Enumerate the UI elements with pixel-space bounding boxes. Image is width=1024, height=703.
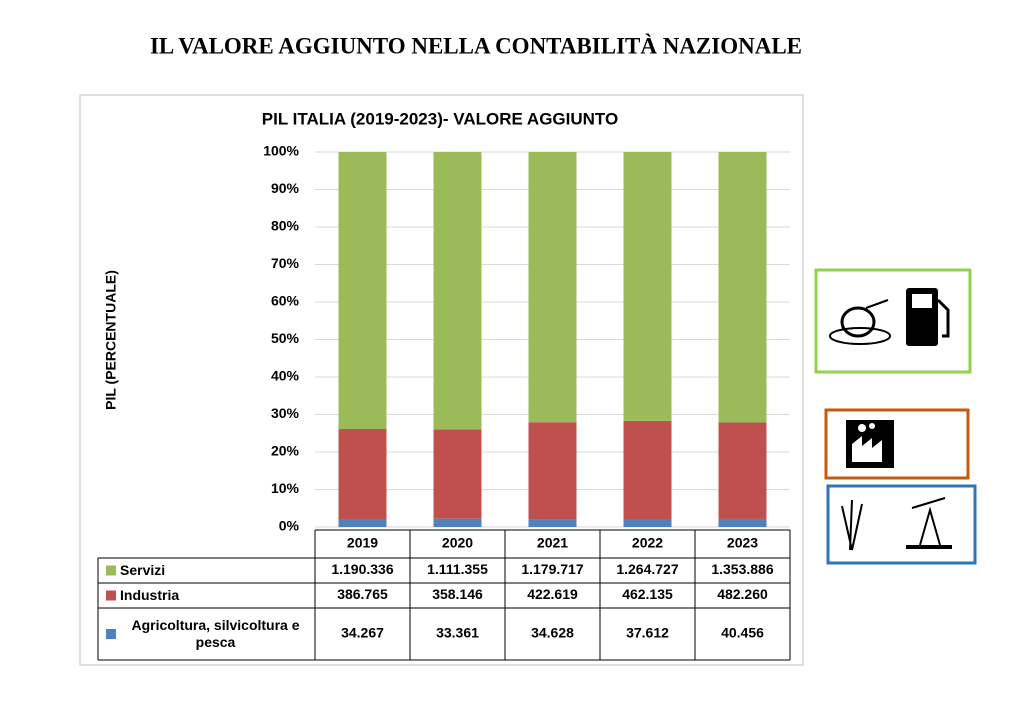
table-value: 40.456 bbox=[721, 625, 764, 641]
bar-segment bbox=[433, 429, 482, 519]
bar-segment bbox=[623, 152, 672, 421]
x-tick-label: 2023 bbox=[727, 535, 758, 551]
bar-segment bbox=[718, 518, 767, 527]
bar-segment bbox=[718, 422, 767, 519]
y-tick-label: 30% bbox=[271, 405, 300, 421]
y-tick-label: 70% bbox=[271, 255, 300, 271]
x-tick-label: 2019 bbox=[347, 535, 378, 551]
y-tick-label: 20% bbox=[271, 443, 300, 459]
y-tick-label: 10% bbox=[271, 480, 300, 496]
icons bbox=[814, 268, 977, 565]
y-tick-label: 60% bbox=[271, 293, 300, 309]
y-tick-label: 80% bbox=[271, 218, 300, 234]
legend-label-box: Industria bbox=[120, 587, 180, 603]
table-value: 1.264.727 bbox=[616, 561, 678, 577]
legend-label: Industria bbox=[120, 587, 180, 603]
bar-segment bbox=[528, 519, 577, 527]
bar-segment bbox=[338, 429, 387, 520]
bar-segment bbox=[528, 422, 577, 520]
bar-segment bbox=[338, 152, 387, 430]
chart-title: PIL ITALIA (2019-2023)- VALORE AGGIUNTO bbox=[262, 109, 618, 128]
table-value: 1.111.355 bbox=[427, 561, 488, 577]
y-tick-label: 0% bbox=[279, 518, 300, 534]
table-value: 386.765 bbox=[337, 586, 388, 602]
table-value: 1.353.886 bbox=[711, 561, 773, 577]
legend-label-box: Agricoltura, silvicoltura e pesca bbox=[131, 617, 300, 650]
bar-segment bbox=[433, 518, 482, 527]
x-tick-label: 2021 bbox=[537, 535, 568, 551]
legend-label: Servizi bbox=[120, 562, 166, 578]
legend-swatch bbox=[106, 565, 116, 576]
legend-swatch bbox=[106, 629, 116, 639]
table-value: 34.267 bbox=[341, 625, 384, 641]
y-tick-label: 40% bbox=[271, 368, 300, 384]
table-value: 37.612 bbox=[626, 625, 669, 641]
y-tick-label: 100% bbox=[263, 143, 299, 159]
y-tick-label: 50% bbox=[271, 330, 300, 346]
legend-swatch bbox=[106, 590, 116, 601]
bar-segment bbox=[528, 152, 577, 423]
bar-segment bbox=[433, 152, 482, 430]
table-value: 33.361 bbox=[436, 625, 479, 641]
page-title: IL VALORE AGGIUNTO NELLA CONTABILITÀ NAZ… bbox=[150, 33, 802, 58]
table-value: 1.190.336 bbox=[331, 561, 393, 577]
legend-label: Agricoltura, silvicoltura e pesca bbox=[131, 617, 300, 650]
table-value: 422.619 bbox=[527, 586, 578, 602]
bar-segment bbox=[718, 152, 767, 423]
y-axis-label: PIL (PERCENTUALE) bbox=[103, 270, 119, 410]
table-value: 358.146 bbox=[432, 586, 483, 602]
table-value: 1.179.717 bbox=[521, 561, 583, 577]
x-tick-label: 2022 bbox=[632, 535, 663, 551]
table-value: 482.260 bbox=[717, 586, 768, 602]
table-value: 462.135 bbox=[622, 586, 673, 602]
table-value: 34.628 bbox=[531, 625, 574, 641]
bar-segment bbox=[623, 519, 672, 527]
bar-segment bbox=[338, 519, 387, 527]
y-tick-label: 90% bbox=[271, 180, 300, 196]
x-tick-label: 2020 bbox=[442, 535, 473, 551]
bar-segment bbox=[623, 420, 672, 520]
legend-label-box: Servizi bbox=[120, 562, 166, 578]
